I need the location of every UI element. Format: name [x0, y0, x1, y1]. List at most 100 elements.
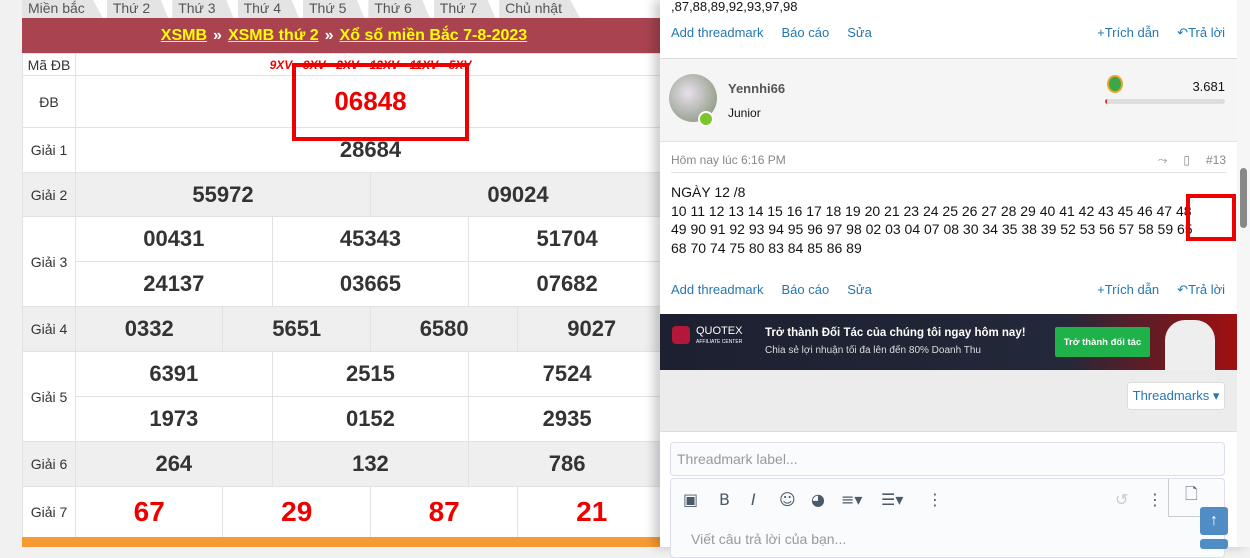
prize-3: 07682	[468, 261, 666, 307]
post-line: 10 11 12 13 14 15 16 17 18 19 20 21 23 2…	[671, 202, 1192, 219]
ad-subtext: Chia sẻ lợi nhuận tối đa lên đến 80% Doa…	[765, 345, 981, 356]
prize-7: 29	[222, 486, 371, 538]
emoji-icon[interactable]: ☺	[779, 490, 796, 509]
prize-1: 28684	[75, 127, 666, 173]
palette-icon[interactable]: ◕	[811, 490, 825, 509]
quote-label: Trích dẫn	[1104, 25, 1160, 40]
reply-button[interactable]: ↶Trả lời	[1177, 282, 1225, 302]
tab-chu-nhat[interactable]: Chủ nhật	[499, 0, 580, 18]
prev-post-text: ,87,88,89,92,93,97,98	[671, 0, 798, 14]
username[interactable]: Yennhi66	[728, 81, 786, 96]
list-icon[interactable]: ☰▾	[881, 490, 904, 509]
post-number[interactable]: #13	[1205, 153, 1226, 167]
ad-image	[1165, 320, 1215, 370]
ad-cta-button[interactable]: Trở thành đối tác	[1055, 327, 1150, 357]
italic-icon[interactable]: I	[751, 490, 756, 509]
quote-button[interactable]: +Trích dẫn	[1097, 25, 1159, 45]
preview-button[interactable]: 🗋	[1168, 479, 1226, 517]
prize-3: 03665	[271, 261, 470, 307]
reply-input[interactable]: Viết câu trả lời của bạn...	[691, 531, 847, 547]
prize-5: 1973	[75, 396, 273, 442]
prize-5: 0152	[271, 396, 470, 442]
label: Giải 5	[22, 351, 76, 442]
day-tabs: Miền bắc Thứ 2 Thứ 3 Thứ 4 Thứ 5 Thứ 6 T…	[22, 0, 666, 18]
bookmark-icon[interactable]: ▯	[1183, 153, 1190, 167]
tab-thu-7[interactable]: Thứ 7	[433, 0, 496, 18]
undo-icon[interactable]: ↺	[1115, 490, 1129, 509]
reply-label: Trả lời	[1188, 25, 1225, 40]
post-line: NGÀY 12 /8	[671, 184, 746, 200]
scroll-top-button[interactable]: ↑	[1200, 507, 1228, 535]
tab-thu-2[interactable]: Thứ 2	[106, 0, 169, 18]
online-status-icon	[698, 111, 714, 127]
prize-5: 2515	[271, 351, 470, 397]
scrollbar-thumb[interactable]	[1240, 168, 1247, 228]
label: Mã ĐB	[22, 53, 76, 76]
user-points: 3.681	[1192, 79, 1225, 94]
breadcrumb-sep: »	[213, 26, 222, 44]
user-title: Junior	[728, 106, 761, 120]
money-icon[interactable]: ▣	[683, 490, 699, 509]
reply-button[interactable]: ↶Trả lời	[1177, 25, 1225, 45]
tab-thu-3[interactable]: Thứ 3	[172, 0, 234, 18]
quote-button[interactable]: +Trích dẫn	[1097, 282, 1159, 302]
prize-6: 132	[271, 441, 470, 487]
prize-5: 6391	[75, 351, 273, 397]
bold-icon[interactable]: B	[719, 490, 730, 509]
reply-icon: ↶	[1177, 282, 1189, 297]
post-body: NGÀY 12 /8 10 11 12 13 14 15 16 17 18 19…	[671, 183, 1231, 257]
ad-headline: Trở thành Đối Tác của chúng tôi ngay hôm…	[765, 327, 1026, 339]
highlight-box	[292, 63, 469, 141]
tab-mien-bac[interactable]: Miền bắc	[22, 0, 103, 18]
add-threadmark-link[interactable]: Add threadmark	[671, 282, 764, 297]
breadcrumb-sep: »	[324, 26, 334, 44]
ad-banner[interactable]: QUOTEX AFFILIATE CENTER Trở thành Đối Tác…	[660, 314, 1237, 370]
scroll-bottom-button[interactable]	[1200, 539, 1228, 549]
quote-label: Trích dẫn	[1104, 282, 1160, 297]
medal-icon	[1107, 75, 1123, 93]
scrollbar[interactable]	[1237, 0, 1250, 547]
prize-5: 7524	[468, 351, 666, 397]
post-line: 49 90 91 92 93 94 95 96 97 98 02 03 04 0…	[671, 221, 1193, 237]
post-time[interactable]: Hôm nay lúc 6:16 PM	[671, 153, 786, 167]
tab-thu-4[interactable]: Thứ 4	[237, 0, 299, 18]
report-link[interactable]: Báo cáo	[781, 25, 830, 40]
label: Giải 1	[22, 127, 76, 173]
prize-2: 09024	[369, 172, 667, 217]
label: Giải 4	[22, 306, 76, 352]
label: Giải 7	[22, 486, 76, 538]
threadmark-label-input[interactable]: Threadmark label...	[670, 442, 1225, 476]
threadmarks-button[interactable]: Threadmarks ▾	[1127, 382, 1225, 410]
breadcrumb-xsmb[interactable]: XSMB	[160, 26, 208, 44]
prize-3: 00431	[75, 216, 273, 262]
more-options-icon[interactable]: ⋮	[1147, 490, 1163, 509]
edit-link[interactable]: Sửa	[847, 25, 872, 40]
reply-icon: ↶	[1177, 25, 1189, 40]
prize-6: 264	[75, 441, 273, 487]
more-icon[interactable]: ⋮	[927, 490, 943, 509]
prize-2: 55972	[75, 172, 371, 217]
plus-icon: +	[1097, 25, 1105, 40]
prize-3: 24137	[75, 261, 273, 307]
lottery-panel: Miền bắc Thứ 2 Thứ 3 Thứ 4 Thứ 5 Thứ 6 T…	[22, 0, 667, 547]
reply-label: Trả lời	[1188, 282, 1225, 297]
post-line: 68 70 74 75 80 83 84 85 86 89	[671, 239, 862, 256]
share-icon[interactable]: ⤳	[1157, 153, 1168, 167]
prize-4: 0332	[74, 306, 224, 352]
breadcrumb-xsmb-thu-2[interactable]: XSMB thứ 2	[227, 26, 319, 44]
quotex-logo	[672, 326, 690, 344]
report-link[interactable]: Báo cáo	[781, 282, 830, 297]
prize-4: 5651	[222, 306, 371, 352]
tab-thu-5[interactable]: Thứ 5	[302, 0, 365, 18]
prize-7: 67	[74, 486, 224, 538]
post-actions: Add threadmark Báo cáo Sửa +Trích dẫn ↶T…	[671, 282, 1225, 302]
add-threadmark-link[interactable]: Add threadmark	[671, 25, 764, 40]
tab-thu-6[interactable]: Thứ 6	[368, 0, 430, 18]
prize-3: 45343	[271, 216, 470, 262]
threadmarks-area: Threadmarks ▾	[660, 370, 1237, 432]
edit-link[interactable]: Sửa	[847, 282, 872, 297]
user-bar: Yennhi66 Junior 3.681	[660, 58, 1237, 142]
editor-toolbar: ▣ B I ☺ ◕ ≡▾ ☰▾ ⋮ ↺ ⋮ 🗋 Viết câu trả lời…	[670, 478, 1226, 558]
align-icon[interactable]: ≡▾	[841, 490, 863, 509]
breadcrumb-date[interactable]: Xổ số miền Bắc 7-8-2023	[339, 26, 528, 44]
